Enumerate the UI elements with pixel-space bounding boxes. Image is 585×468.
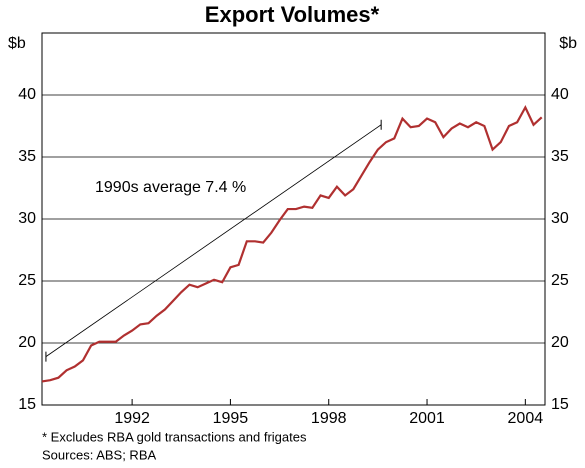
y2-tick-label: 30 (551, 210, 569, 227)
y-tick-label: 35 (18, 148, 36, 165)
x-tick-label: 1998 (311, 410, 347, 427)
annotation: 1990s average 7.4 % (95, 179, 246, 196)
y-tick-label: 30 (18, 210, 36, 227)
x-tick-label: 1995 (213, 410, 249, 427)
x-tick-label: 2001 (409, 410, 445, 427)
plot-frame (41, 32, 546, 406)
sources: Sources: ABS; RBA (42, 447, 156, 462)
series-line (41, 104, 543, 383)
y-tick-label: 40 (18, 86, 36, 103)
y2-tick-label: 25 (551, 272, 569, 289)
y2-tick-label: 20 (551, 334, 569, 351)
x-tick-label: 2004 (508, 410, 544, 427)
y2-tick-label: 35 (551, 148, 569, 165)
y2-tick-label: 40 (551, 86, 569, 103)
chart-title: Export Volumes* (205, 2, 380, 27)
footnote: * Excludes RBA gold transactions and fri… (42, 429, 307, 444)
y-tick-label: 25 (18, 272, 36, 289)
y-tick-label: 15 (18, 396, 36, 413)
y2-axis-label: $b (559, 35, 577, 52)
trend-line (45, 124, 382, 357)
x-tick-label: 1992 (114, 410, 150, 427)
y-axis-label: $b (8, 35, 26, 52)
y2-tick-label: 15 (551, 396, 569, 413)
y-tick-label: 20 (18, 334, 36, 351)
